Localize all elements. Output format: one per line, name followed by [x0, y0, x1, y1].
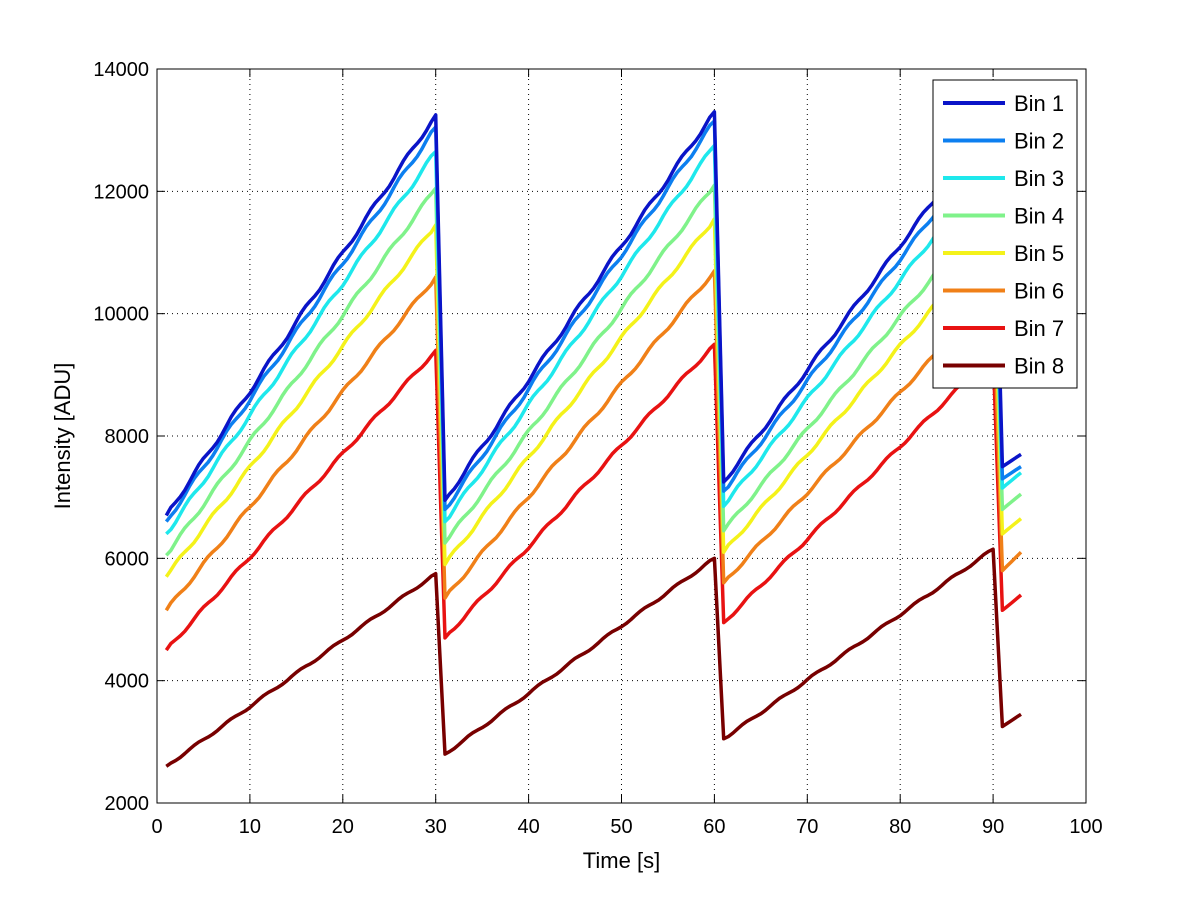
legend-label: Bin 8 — [1014, 354, 1064, 379]
x-tick-label: 70 — [796, 816, 818, 838]
y-tick-label: 4000 — [105, 671, 150, 693]
series-line-bin-8 — [165, 547, 1022, 768]
y-tick-label: 2000 — [105, 793, 150, 815]
x-tick-label: 60 — [703, 816, 725, 838]
series-lines — [164, 110, 1023, 768]
series-line-bin-2 — [164, 119, 1022, 523]
y-tick-label: 12000 — [93, 181, 149, 203]
y-tick-label: 6000 — [105, 548, 150, 570]
series-line-bin-5 — [164, 217, 1023, 578]
x-tick-label: 80 — [889, 816, 911, 838]
series-line-bin-1 — [164, 110, 1022, 517]
y-tick-label: 8000 — [105, 426, 150, 448]
y-axis-title: Intensity [ADU] — [50, 363, 75, 510]
x-tick-label: 10 — [239, 816, 261, 838]
legend-label: Bin 2 — [1014, 129, 1064, 154]
legend-label: Bin 3 — [1014, 166, 1064, 191]
x-tick-label: 0 — [151, 816, 162, 838]
legend-label: Bin 4 — [1014, 204, 1064, 229]
legend-label: Bin 7 — [1014, 316, 1064, 341]
y-tick-label: 10000 — [93, 304, 149, 326]
series-line-bin-6 — [164, 269, 1023, 612]
x-tick-label: 20 — [332, 816, 354, 838]
legend-label: Bin 5 — [1014, 241, 1064, 266]
legend-box — [932, 79, 1078, 389]
series-line-bin-7 — [164, 342, 1023, 652]
axis-ticks: 0 10 20 30 40 50 60 70 80 90 100 2000 4000 6000 8000 10… — [93, 59, 1102, 838]
x-axis-title: Time [s] — [583, 848, 660, 873]
x-tick-label: 100 — [1069, 816, 1102, 838]
series-line-bin-4 — [165, 183, 1023, 557]
legend-label: Bin 6 — [1014, 279, 1064, 304]
x-tick-label: 50 — [610, 816, 632, 838]
legend: Bin 1 Bin 2 Bin 3 Bin 4 Bin 5 Bin 6 Bin 7 Bin 8 — [932, 79, 1078, 389]
x-tick-label: 40 — [517, 816, 539, 838]
x-tick-label: 30 — [425, 816, 447, 838]
series-line-bin-3 — [165, 143, 1023, 536]
x-tick-label: 90 — [982, 816, 1004, 838]
y-tick-label: 14000 — [93, 59, 149, 81]
legend-label: Bin 1 — [1014, 91, 1064, 116]
